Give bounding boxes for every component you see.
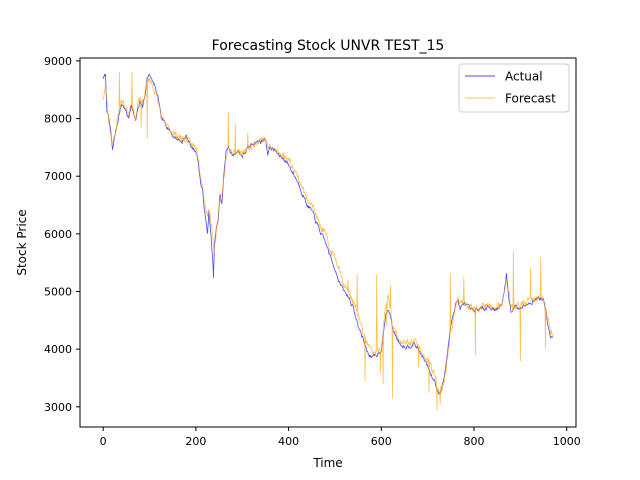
x-tick-label: 800 — [464, 435, 485, 448]
x-axis-label: Time — [312, 456, 342, 470]
y-axis: 3000 4000 5000 6000 7000 8000 9000 — [44, 55, 80, 414]
series-layer — [102, 72, 554, 411]
series-line-forecast — [102, 72, 554, 411]
y-tick-label: 9000 — [44, 55, 72, 68]
legend-label-forecast: Forecast — [505, 92, 556, 106]
legend: Actual Forecast — [458, 63, 570, 113]
x-tick-label: 600 — [371, 435, 392, 448]
chart-title: Forecasting Stock UNVR TEST_15 — [212, 38, 445, 54]
x-tick-label: 200 — [185, 435, 206, 448]
x-tick-label: 400 — [278, 435, 299, 448]
legend-label-actual: Actual — [505, 70, 543, 84]
y-tick-label: 8000 — [44, 113, 72, 126]
x-tick-label: 1000 — [553, 435, 581, 448]
y-tick-label: 4000 — [44, 343, 72, 356]
y-tick-label: 6000 — [44, 228, 72, 241]
x-tick-label: 0 — [100, 435, 107, 448]
x-axis: 0 200 400 600 800 1000 — [100, 427, 581, 448]
plot-frame — [79, 57, 577, 428]
y-tick-label: 7000 — [44, 170, 72, 183]
y-tick-label: 3000 — [44, 401, 72, 414]
y-axis-label: Stock Price — [15, 209, 29, 275]
y-tick-label: 5000 — [44, 286, 72, 299]
